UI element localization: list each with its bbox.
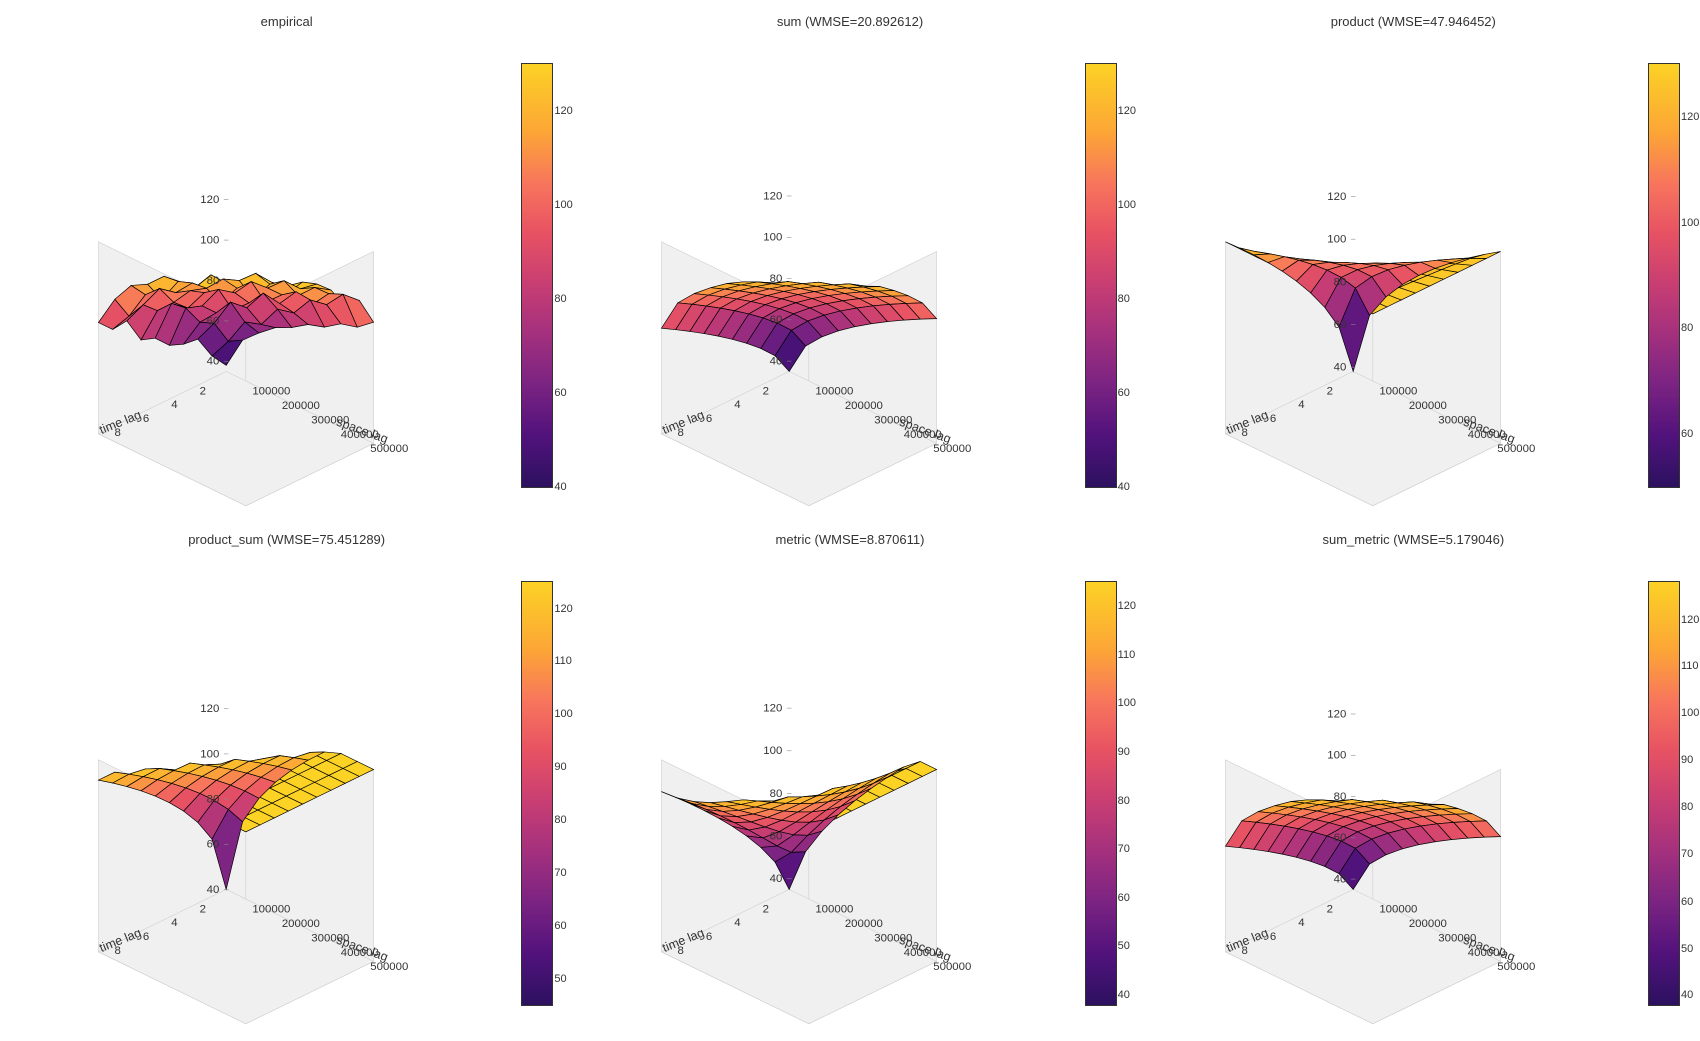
svg-text:200000: 200000 xyxy=(1408,918,1446,930)
svg-text:2: 2 xyxy=(763,385,769,397)
svg-text:500000: 500000 xyxy=(1497,961,1535,973)
surface-panel-3: product_sum (WMSE=75.451289) 40 60 80 100 12… xyxy=(10,528,563,1036)
svg-text:100: 100 xyxy=(200,235,219,247)
svg-text:40: 40 xyxy=(770,356,783,368)
surface-plot: 406080100120 2468 1000002000003000004000… xyxy=(573,551,1064,1036)
surface-plot: 406080100120 2468 1000002000003000004000… xyxy=(10,33,501,518)
svg-text:60: 60 xyxy=(770,830,783,842)
surface-panel-1: sum (WMSE=20.892612) 406080100120 2468 1… xyxy=(573,10,1126,518)
svg-text:120: 120 xyxy=(200,194,219,206)
svg-text:100000: 100000 xyxy=(816,386,854,398)
svg-text:100000: 100000 xyxy=(252,904,290,916)
svg-text:500000: 500000 xyxy=(370,443,408,455)
panel-title: sum_metric (WMSE=5.179046) xyxy=(1137,528,1690,551)
svg-text:100: 100 xyxy=(764,232,783,244)
svg-text:6: 6 xyxy=(143,413,149,425)
surface-plot: 406080100120 2468 1000002000003000004000… xyxy=(1137,33,1628,518)
svg-text:80: 80 xyxy=(770,788,783,800)
svg-text:40: 40 xyxy=(1333,873,1346,885)
panel-title: product_sum (WMSE=75.451289) xyxy=(10,528,563,551)
surface-panel-0: empirical 406080100120 2468 100000200000… xyxy=(10,10,563,518)
svg-text:40: 40 xyxy=(207,884,220,896)
svg-text:80: 80 xyxy=(207,793,220,805)
svg-text:120: 120 xyxy=(764,190,783,202)
panel-title: sum (WMSE=20.892612) xyxy=(573,10,1126,33)
svg-text:4: 4 xyxy=(1298,917,1305,929)
svg-text:60: 60 xyxy=(1333,832,1346,844)
colorbar: 406080100120 xyxy=(521,63,553,488)
svg-text:4: 4 xyxy=(1298,399,1305,411)
svg-text:200000: 200000 xyxy=(845,918,883,930)
svg-text:80: 80 xyxy=(770,273,783,285)
svg-text:60: 60 xyxy=(207,839,220,851)
surface-plot: 406080100120 2468 1000002000003000004000… xyxy=(573,33,1064,518)
svg-text:500000: 500000 xyxy=(1497,443,1535,455)
svg-text:200000: 200000 xyxy=(282,918,320,930)
svg-text:60: 60 xyxy=(207,315,220,327)
colorbar: 405060708090100110120 xyxy=(1648,581,1680,1006)
svg-text:6: 6 xyxy=(706,931,712,943)
svg-text:6: 6 xyxy=(143,931,149,943)
panel-title: product (WMSE=47.946452) xyxy=(1137,10,1690,33)
svg-text:4: 4 xyxy=(735,917,742,929)
svg-text:200000: 200000 xyxy=(282,400,320,412)
svg-text:100000: 100000 xyxy=(252,386,290,398)
svg-text:2: 2 xyxy=(200,903,206,915)
svg-text:40: 40 xyxy=(207,356,220,368)
svg-text:200000: 200000 xyxy=(1408,400,1446,412)
svg-text:500000: 500000 xyxy=(370,961,408,973)
svg-text:4: 4 xyxy=(171,399,178,411)
svg-text:40: 40 xyxy=(1333,362,1346,374)
surface-panel-5: sum_metric (WMSE=5.179046) 406080100120 … xyxy=(1137,528,1690,1036)
svg-text:120: 120 xyxy=(1327,708,1346,720)
svg-text:40: 40 xyxy=(770,873,783,885)
svg-text:6: 6 xyxy=(1270,931,1276,943)
svg-text:100000: 100000 xyxy=(816,904,854,916)
svg-text:60: 60 xyxy=(1333,319,1346,331)
svg-text:2: 2 xyxy=(1326,385,1332,397)
colorbar-ticks: 6080100120 xyxy=(1681,64,1700,487)
surface-panel-4: metric (WMSE=8.870611) 406080100120 2468… xyxy=(573,528,1126,1036)
svg-text:2: 2 xyxy=(200,385,206,397)
svg-text:120: 120 xyxy=(764,702,783,714)
colorbar: 406080100120 xyxy=(1085,63,1117,488)
surface-plot: 406080100120 2468 1000002000003000004000… xyxy=(10,551,501,1036)
svg-text:200000: 200000 xyxy=(845,400,883,412)
surface-plot: 406080100120 2468 1000002000003000004000… xyxy=(1137,551,1628,1036)
svg-text:80: 80 xyxy=(207,275,220,287)
surface-panel-2: product (WMSE=47.946452) 406080100120 24… xyxy=(1137,10,1690,518)
colorbar: 5060708090100110120 xyxy=(521,581,553,1006)
chart-grid: empirical 406080100120 2468 100000200000… xyxy=(10,10,1690,990)
svg-text:4: 4 xyxy=(735,399,742,411)
colorbar-ticks: 405060708090100110120 xyxy=(1681,582,1700,1005)
svg-text:100: 100 xyxy=(1327,750,1346,762)
panel-title: metric (WMSE=8.870611) xyxy=(573,528,1126,551)
svg-text:120: 120 xyxy=(200,703,219,715)
svg-text:60: 60 xyxy=(770,314,783,326)
svg-text:80: 80 xyxy=(1333,276,1346,288)
svg-text:80: 80 xyxy=(1333,791,1346,803)
panel-title: empirical xyxy=(10,10,563,33)
svg-text:2: 2 xyxy=(1326,903,1332,915)
svg-text:120: 120 xyxy=(1327,191,1346,203)
colorbar: 405060708090100110120 xyxy=(1085,581,1117,1006)
svg-text:100000: 100000 xyxy=(1379,904,1417,916)
svg-text:6: 6 xyxy=(1270,413,1276,425)
svg-text:100: 100 xyxy=(1327,234,1346,246)
svg-text:100000: 100000 xyxy=(1379,386,1417,398)
svg-text:4: 4 xyxy=(171,917,178,929)
svg-text:500000: 500000 xyxy=(934,961,972,973)
svg-text:500000: 500000 xyxy=(934,443,972,455)
svg-text:2: 2 xyxy=(763,903,769,915)
svg-text:100: 100 xyxy=(200,748,219,760)
colorbar: 6080100120 xyxy=(1648,63,1680,488)
svg-text:100: 100 xyxy=(764,745,783,757)
svg-text:6: 6 xyxy=(706,413,712,425)
